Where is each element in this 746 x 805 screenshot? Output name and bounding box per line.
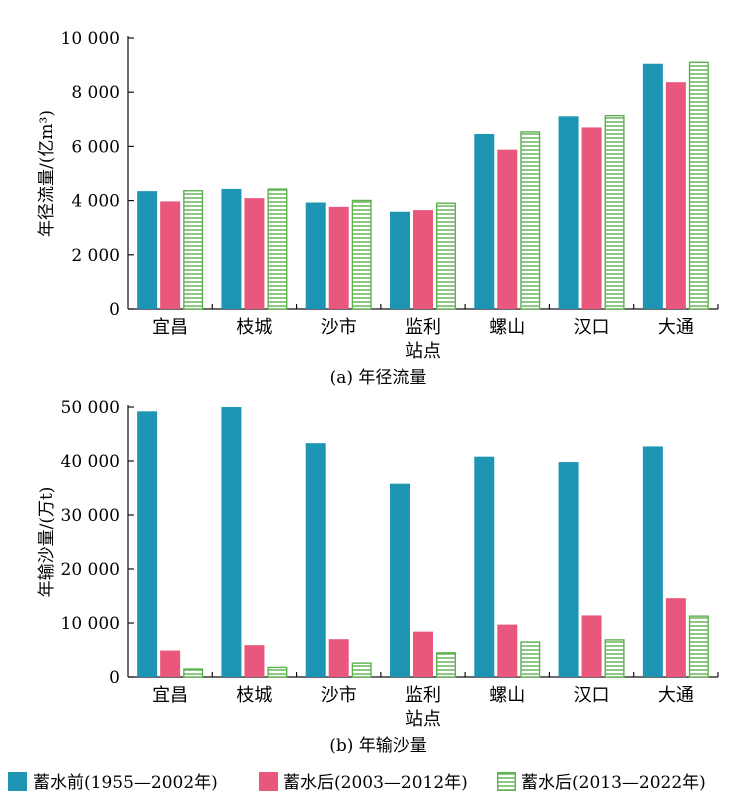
- bar: [665, 82, 686, 309]
- bar: [267, 666, 288, 678]
- bar: [328, 639, 349, 677]
- bar: [497, 624, 518, 677]
- legend-label: 蓄水后(2003—2012年): [283, 773, 468, 793]
- y-tick-label: 2 000: [71, 246, 120, 266]
- bar: [351, 662, 372, 678]
- bar: [137, 191, 158, 309]
- bar: [305, 443, 326, 677]
- y-tick-label: 0: [109, 668, 120, 688]
- bar: [244, 198, 265, 309]
- bar: [436, 202, 457, 310]
- bar: [642, 446, 663, 677]
- bar: [604, 639, 625, 678]
- bar: [604, 114, 625, 310]
- y-axis-label: 年输沙量/(万t): [37, 487, 57, 598]
- runoff-chart: 0 2 000 4 000 6 000 8 000 10 000 年径流量/(亿m³) 宜昌 枝…: [37, 29, 719, 388]
- x-tick-label: 监利: [405, 685, 441, 706]
- x-tick-label: 枝城: [236, 685, 272, 706]
- bar: [665, 598, 686, 677]
- x-tick-label: 螺山: [489, 317, 525, 338]
- y-tick-label: 40 000: [61, 452, 120, 472]
- y-tick-label: 10 000: [61, 29, 120, 49]
- bar: [244, 645, 265, 677]
- bar: [642, 63, 663, 310]
- bar: [688, 61, 709, 310]
- legend-swatch: [259, 772, 278, 791]
- x-tick-label: 大通: [658, 685, 694, 706]
- y-tick-label: 30 000: [61, 506, 120, 526]
- bar: [183, 668, 204, 678]
- bar: [328, 206, 349, 309]
- sediment-chart: 0 10 000 20 000 30 000 40 000 50 000 年输沙量/(万t)…: [37, 398, 719, 756]
- bar: [267, 188, 288, 310]
- x-tick-label: 汉口: [574, 317, 610, 338]
- y-axis-label: 年径流量/(亿m³): [37, 110, 57, 237]
- bar: [474, 133, 495, 309]
- y-tick-label: 50 000: [61, 398, 120, 418]
- x-tick-label: 宜昌: [152, 685, 188, 706]
- x-tick-label: 螺山: [489, 685, 525, 706]
- x-tick-label: 沙市: [321, 685, 357, 706]
- y-tick-label: 4 000: [71, 192, 120, 212]
- x-tick-label: 汉口: [574, 685, 610, 706]
- legend-swatch: [497, 772, 517, 792]
- bar: [474, 456, 495, 677]
- y-tick-label: 10 000: [61, 614, 120, 634]
- y-tick-label: 0: [109, 300, 120, 320]
- chart-caption: (b) 年输沙量: [329, 736, 427, 756]
- legend: 蓄水前(1955—2002年) 蓄水后(2003—2012年) 蓄水后(2013—2…: [8, 772, 706, 793]
- x-tick-label: 大通: [658, 317, 694, 338]
- y-tick-label: 20 000: [61, 560, 120, 580]
- legend-label: 蓄水前(1955—2002年): [33, 773, 218, 793]
- y-tick-label: 6 000: [71, 137, 120, 157]
- x-tick-label: 宜昌: [152, 317, 188, 338]
- bar: [137, 411, 158, 677]
- bar: [390, 483, 410, 677]
- bar: [160, 201, 181, 309]
- bar: [160, 650, 181, 677]
- y-tick-label: 8 000: [71, 83, 120, 103]
- x-tick-label: 沙市: [321, 317, 357, 338]
- bar: [558, 116, 579, 309]
- x-axis-label: 站点: [405, 341, 441, 362]
- bar: [413, 631, 433, 677]
- bar: [688, 615, 709, 678]
- bar: [221, 407, 242, 677]
- bar: [581, 127, 602, 310]
- legend-label: 蓄水后(2013—2022年): [521, 773, 706, 793]
- bar: [413, 210, 433, 309]
- bar: [351, 199, 372, 310]
- x-axis-label: 站点: [405, 709, 441, 730]
- bar: [390, 211, 410, 309]
- x-tick-label: 监利: [405, 317, 441, 338]
- bar: [581, 615, 602, 677]
- bar: [558, 462, 579, 677]
- bar: [497, 149, 518, 309]
- legend-swatch: [8, 772, 27, 791]
- bar: [305, 202, 326, 309]
- bar: [221, 188, 242, 309]
- bar: [520, 641, 541, 678]
- bar: [520, 131, 541, 310]
- x-tick-label: 枝城: [236, 317, 272, 338]
- chart-caption: (a) 年径流量: [330, 368, 427, 388]
- bar: [436, 652, 457, 678]
- bar: [183, 190, 204, 310]
